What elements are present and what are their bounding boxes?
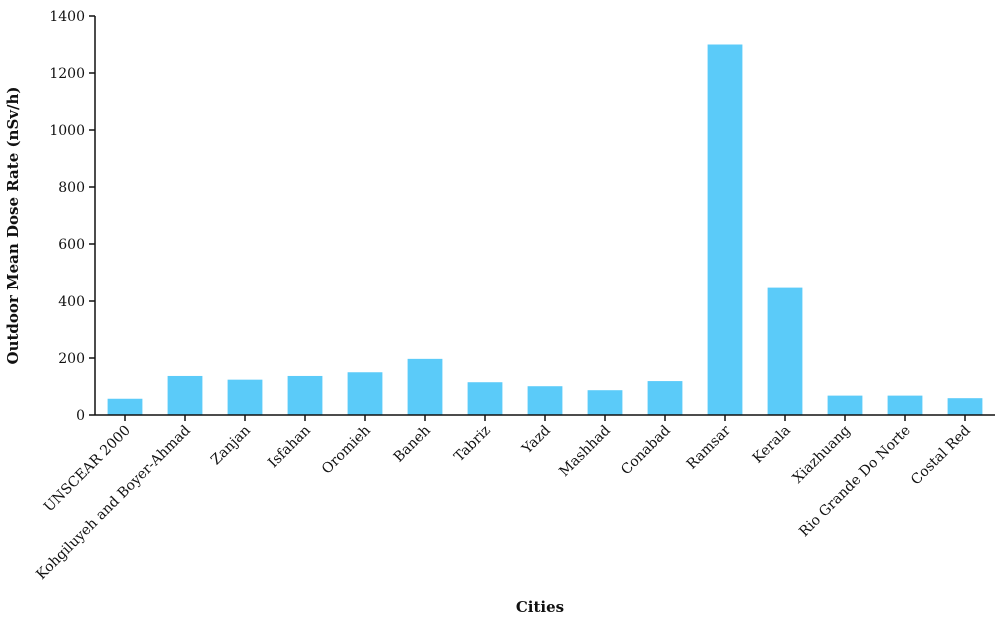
x-tick-label: Zanjan bbox=[208, 423, 254, 469]
x-tick-label: Xiazhuang bbox=[790, 422, 854, 486]
y-tick-label: 1000 bbox=[49, 123, 85, 139]
bar-baneh bbox=[407, 358, 443, 415]
y-tick-label: 200 bbox=[58, 351, 85, 367]
x-tick-label: Ramsar bbox=[684, 422, 734, 472]
bar-conabad bbox=[647, 381, 683, 415]
x-tick-label: Rio Grande Do Norte bbox=[796, 423, 914, 541]
y-tick-label: 400 bbox=[58, 294, 85, 310]
x-tick-label: Yazd bbox=[519, 422, 554, 457]
y-tick-label: 600 bbox=[58, 237, 85, 253]
bar-kohgiluyeh-and-boyer-ahmad bbox=[167, 375, 203, 415]
bars-group bbox=[107, 44, 983, 415]
x-tick-label: Mashhad bbox=[556, 422, 613, 479]
bar-rio-grande-do-norte bbox=[887, 395, 923, 415]
bar-zanjan bbox=[227, 379, 263, 415]
x-tick-label: Conabad bbox=[618, 422, 674, 478]
bar-kerala bbox=[767, 287, 803, 415]
y-axis-ticks: 0 200 400 600 800 1000 1200 1400 bbox=[49, 9, 95, 424]
x-tick-label: Costal Red bbox=[908, 422, 974, 488]
y-tick-label: 0 bbox=[76, 408, 85, 424]
bar-unscear-2000 bbox=[107, 398, 143, 415]
x-tick-label: Baneh bbox=[391, 423, 434, 466]
bar-tabriz bbox=[467, 382, 503, 415]
y-tick-label: 800 bbox=[58, 180, 85, 196]
x-tick-label: Kerala bbox=[750, 423, 794, 467]
x-tick-label: Tabriz bbox=[451, 423, 494, 466]
x-axis-title: Cities bbox=[516, 598, 564, 616]
bar-mashhad bbox=[587, 390, 623, 415]
y-tick-label: 1400 bbox=[49, 9, 85, 25]
bar-yazd bbox=[527, 386, 563, 415]
x-tick-label: Oromieh bbox=[319, 423, 374, 478]
x-tick-label: Isfahan bbox=[265, 423, 314, 472]
bar-xiazhuang bbox=[827, 395, 863, 415]
bar-ramsar bbox=[707, 44, 743, 415]
bar-oromieh bbox=[347, 372, 383, 415]
bar-costal-red bbox=[947, 398, 983, 415]
y-axis-title: Outdoor Mean Dose Rate (nSv/h) bbox=[4, 87, 22, 365]
y-tick-label: 1200 bbox=[49, 66, 85, 82]
bar-isfahan bbox=[287, 375, 323, 415]
